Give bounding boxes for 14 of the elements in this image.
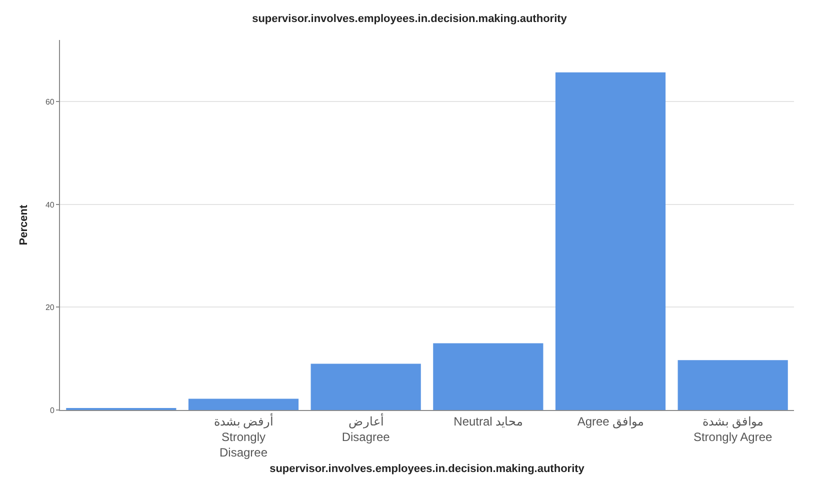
y-tick-label: 0 bbox=[50, 406, 55, 415]
y-axis-title: Percent bbox=[18, 204, 30, 246]
bar bbox=[555, 72, 666, 410]
y-tick-label: 60 bbox=[45, 97, 55, 106]
x-axis-title: supervisor.involves.employees.in.decision.making.authority bbox=[270, 462, 586, 475]
y-tick-label: 20 bbox=[45, 303, 55, 312]
y-tick-label: 40 bbox=[45, 200, 55, 210]
bar bbox=[188, 398, 299, 410]
chart-title: supervisor.involves.employees.in.decision.making.authority bbox=[252, 13, 568, 26]
x-tick-label: Neutral محايد bbox=[454, 414, 523, 428]
bar bbox=[678, 360, 788, 410]
bar bbox=[310, 364, 421, 410]
x-tick-label: Agree موافق bbox=[577, 414, 644, 428]
bar bbox=[433, 343, 544, 410]
